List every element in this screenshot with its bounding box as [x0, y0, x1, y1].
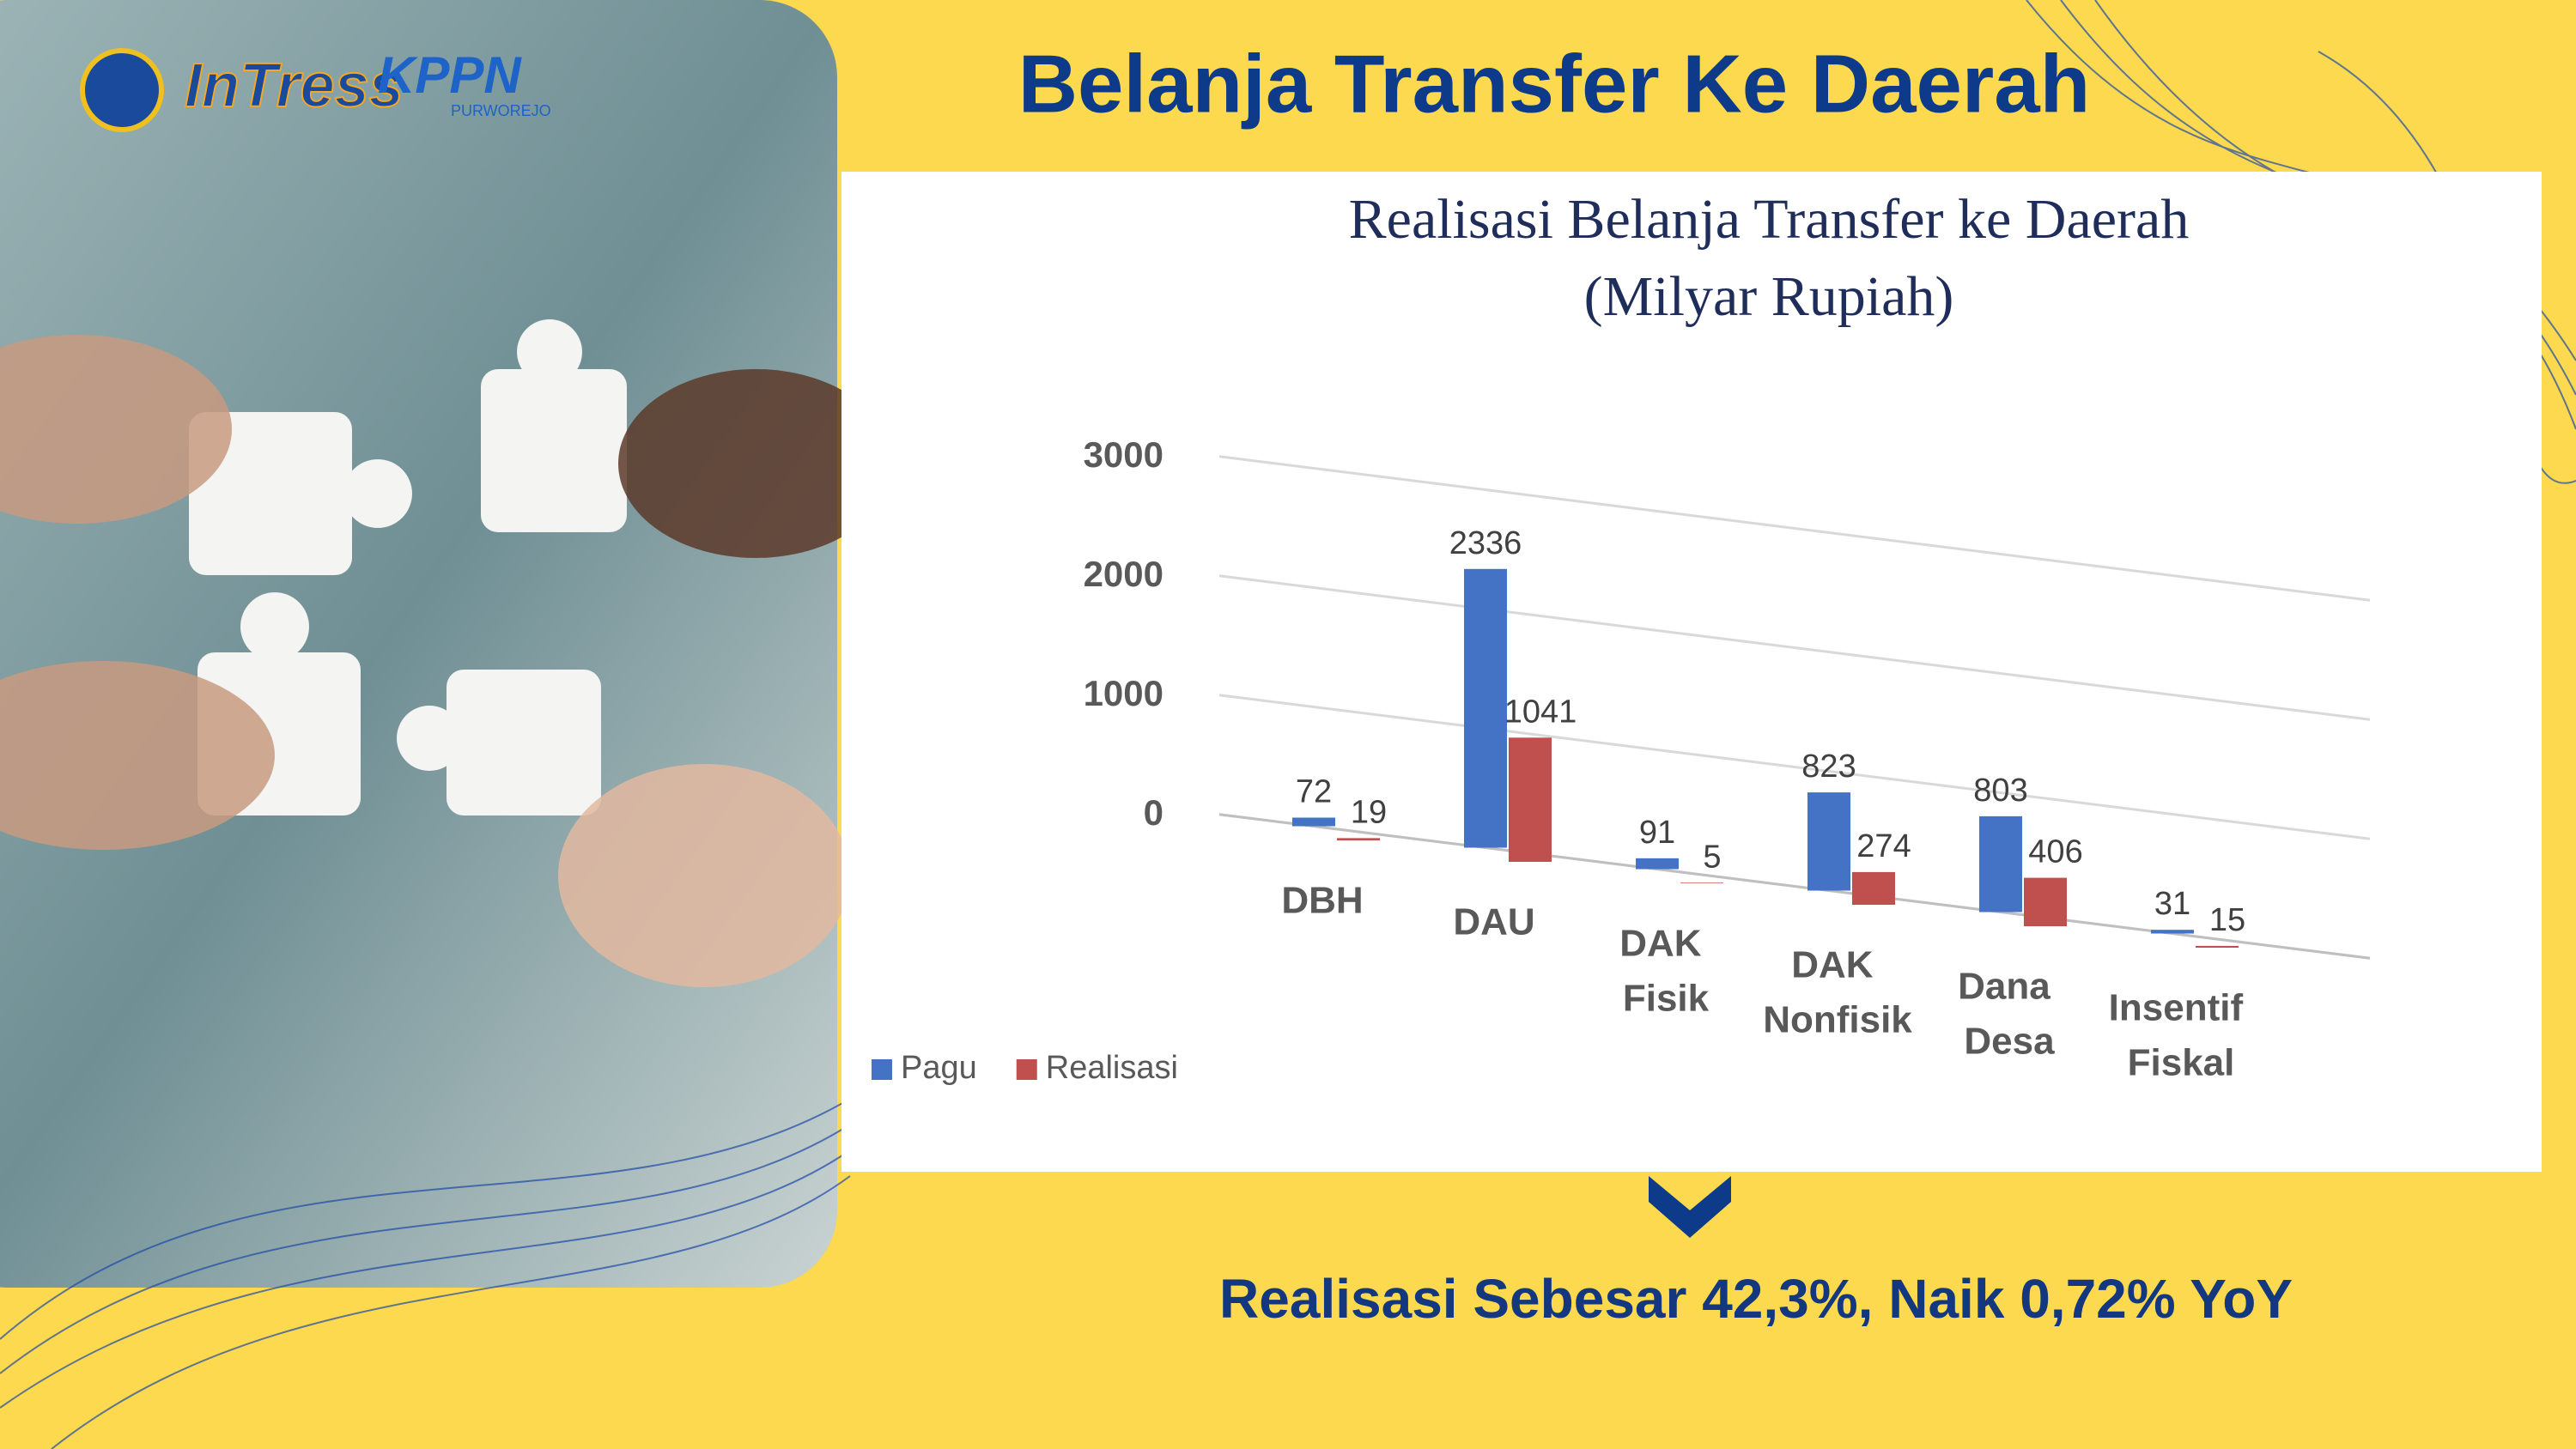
footer-text: Realisasi Sebesar 42,3%, Naik 0,72% YoY: [1219, 1268, 2293, 1330]
grid-line: [1218, 455, 2371, 602]
grid-line: [1218, 574, 2371, 721]
bar: [1852, 871, 1895, 905]
value-label: 2336: [1449, 525, 1522, 561]
y-tick-label: 0: [1144, 792, 1163, 833]
chart-subtitle: (Milyar Rupiah): [1584, 265, 1954, 328]
bar: [1464, 568, 1507, 848]
x-tick-label: DBH: [1281, 879, 1363, 921]
value-label: 19: [1351, 794, 1387, 830]
photo: [0, 0, 837, 1288]
x-tick-label: Insentif Fiskal: [2109, 986, 2254, 1083]
value-label: 31: [2154, 886, 2190, 922]
value-label: 274: [1856, 828, 1911, 864]
page-title: Belanja Transfer Ke Daerah: [1018, 38, 2091, 130]
x-tick-label: DAK Nonfisik: [1763, 943, 1912, 1040]
photo-hands: [0, 335, 893, 987]
plot: 0 1000 2000 3000 72 19 DBH 2336 1041 DAU 91 5 DAK Fi…: [872, 434, 2371, 1086]
bar: [1680, 882, 1723, 883]
legend-swatch: [872, 1059, 892, 1080]
bar: [1807, 792, 1850, 891]
bar: [1636, 858, 1679, 870]
chevron: [1649, 1176, 1731, 1238]
value-label: 803: [1973, 773, 2027, 809]
value-label: 91: [1639, 815, 1675, 851]
legend-label: Realisasi: [1046, 1050, 1178, 1086]
y-tick-label: 1000: [1084, 673, 1163, 713]
bar: [2024, 877, 2067, 926]
x-tick-label: DAU: [1453, 900, 1534, 943]
bar: [1979, 815, 2022, 912]
x-tick-label: Dana Desa: [1958, 965, 2061, 1062]
chart-title: Realisasi Belanja Transfer ke Daerah: [1349, 188, 2190, 251]
logos: InTress KPPN PURWOREJO: [80, 46, 551, 132]
value-label: 5: [1703, 839, 1721, 875]
logo-sub: PURWOREJO: [451, 102, 551, 119]
x-tick-label: DAK Fisik: [1619, 922, 1712, 1019]
y-tick-label: 3000: [1084, 434, 1163, 475]
legend-label: Pagu: [901, 1050, 977, 1086]
logo-kppn: KPPN: [378, 46, 522, 104]
bar: [2151, 930, 2194, 934]
value-label: 15: [2209, 902, 2245, 938]
bar: [1337, 838, 1380, 840]
value-label: 406: [2028, 834, 2082, 870]
legend-swatch: [1016, 1059, 1037, 1080]
value-label: 72: [1296, 774, 1332, 810]
x-axis: [1218, 813, 2371, 960]
y-tick-label: 2000: [1084, 554, 1163, 594]
grid-line: [1218, 694, 2371, 840]
value-label: 823: [1801, 749, 1856, 785]
chart-panel: [841, 172, 2542, 1172]
bar: [2196, 945, 2239, 948]
logo-intress: InTress: [185, 52, 404, 120]
bar: [1292, 817, 1335, 827]
bar: [1509, 737, 1552, 862]
emblem: [80, 48, 164, 132]
value-label: 1041: [1504, 694, 1577, 730]
photo-decor: [189, 319, 627, 815]
